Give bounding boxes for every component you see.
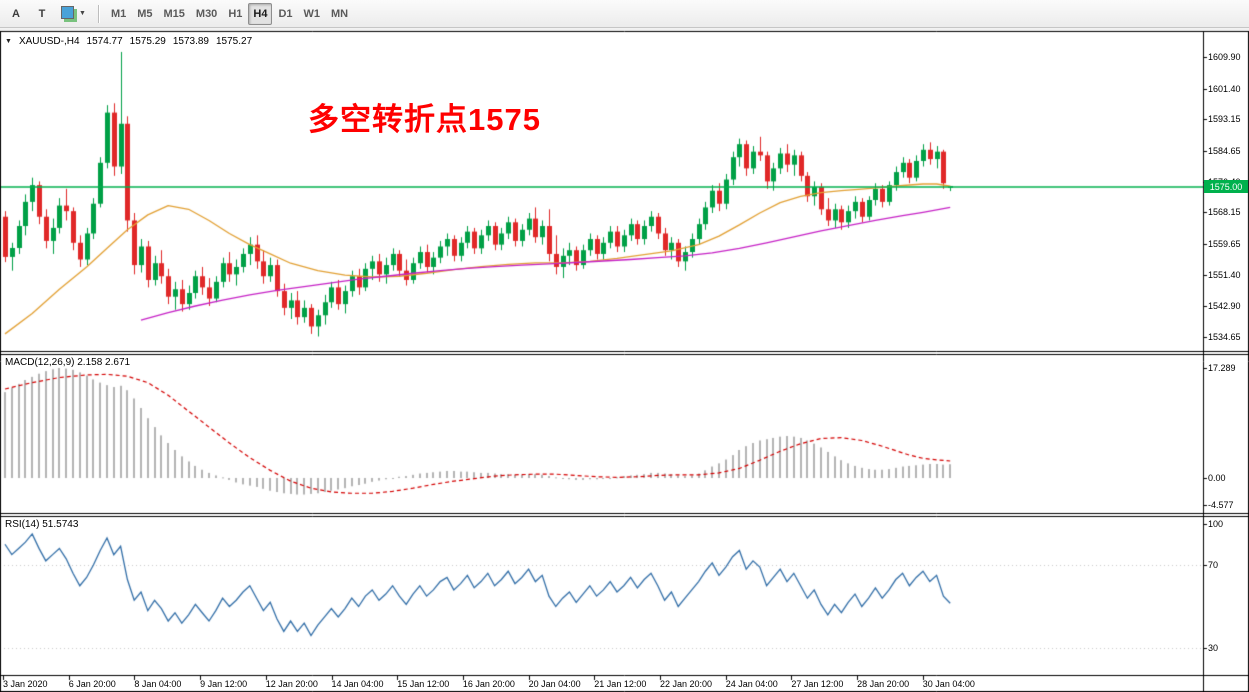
timeframe-button-mn[interactable]: MN	[326, 3, 353, 25]
timeframe-button-m5[interactable]: M5	[132, 3, 157, 25]
toolbar: A T ▼ M1 M5 M15 M30 H1 H4 D1 W1 MN	[0, 0, 1249, 28]
rsi-label: RSI(14) 51.5743	[5, 519, 79, 530]
symbol-name: XAUUSD-,H4	[18, 36, 80, 47]
timeframe-button-m15[interactable]: M15	[159, 3, 190, 25]
ohlc-high: 1575.29	[129, 36, 166, 47]
timeframe-button-d1[interactable]: D1	[273, 3, 297, 25]
style-dropdown-button[interactable]: ▼	[56, 3, 91, 25]
palette-icon	[61, 5, 74, 19]
timeframe-button-m30[interactable]: M30	[191, 3, 222, 25]
chart-annotation-text[interactable]: 多空转折点1575	[308, 102, 541, 137]
chevron-down-icon: ▼	[79, 10, 86, 17]
hline-price-badge: 1575.00	[1204, 180, 1248, 194]
cursor-tool-button[interactable]: A	[4, 3, 28, 25]
macd-label: MACD(12,26,9) 2.158 2.671	[5, 357, 131, 368]
symbol-dropdown-icon[interactable]: ▼	[5, 38, 12, 45]
timeframe-button-m1[interactable]: M1	[106, 3, 131, 25]
timeframe-button-h1[interactable]: H1	[223, 3, 247, 25]
text-tool-button[interactable]: T	[30, 3, 54, 25]
timeframe-button-w1[interactable]: W1	[299, 3, 326, 25]
ohlc-open: 1574.77	[86, 36, 123, 47]
ohlc-low: 1573.89	[172, 36, 209, 47]
timeframe-button-h4[interactable]: H4	[248, 2, 273, 25]
ohlc-close: 1575.27	[215, 36, 253, 47]
timeframe-group: M1 M5 M15 M30 H1 H4 D1 W1 MN	[106, 2, 353, 25]
toolbar-separator	[97, 4, 99, 23]
symbol-info: ▼ XAUUSD-,H4 1574.77 1575.29 1573.89 157…	[5, 36, 252, 47]
